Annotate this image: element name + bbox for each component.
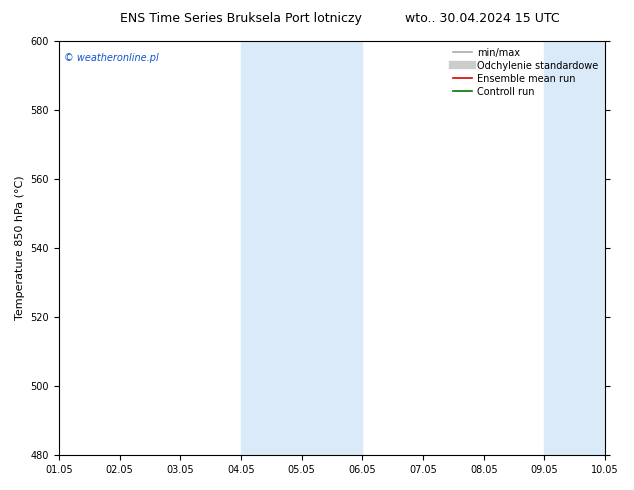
Y-axis label: Temperature 850 hPa (°C): Temperature 850 hPa (°C) — [15, 176, 25, 320]
Bar — [545, 41, 605, 455]
Text: wto.. 30.04.2024 15 UTC: wto.. 30.04.2024 15 UTC — [404, 12, 559, 25]
Legend: min/max, Odchylenie standardowe, Ensemble mean run, Controll run: min/max, Odchylenie standardowe, Ensembl… — [451, 46, 600, 98]
Bar — [302, 41, 363, 455]
Bar — [241, 41, 302, 455]
Text: ENS Time Series Bruksela Port lotniczy: ENS Time Series Bruksela Port lotniczy — [120, 12, 362, 25]
Text: © weatheronline.pl: © weatheronline.pl — [65, 53, 159, 64]
